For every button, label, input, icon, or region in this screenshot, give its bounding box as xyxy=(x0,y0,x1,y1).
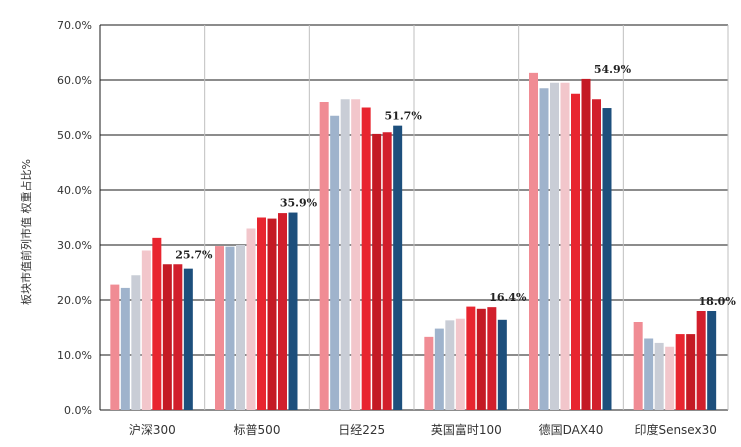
bar xyxy=(539,88,549,410)
bar xyxy=(131,275,141,410)
y-tick-label: 50.0% xyxy=(57,129,92,142)
bar xyxy=(654,342,664,410)
bar xyxy=(236,245,245,410)
bar xyxy=(372,133,382,410)
bar xyxy=(675,334,685,410)
label-layer: 0.0% 10.0% 20.0% 30.0% 40.0% 50.0% 60.0% 70.0% 沪… xyxy=(57,19,736,437)
y-axis-label: 板块市值前列市值 权重占比% xyxy=(19,159,33,305)
bar xyxy=(665,346,675,410)
x-tick-label: 德国DAX40 xyxy=(539,422,604,437)
data-label: 35.9% xyxy=(280,197,318,210)
y-tick-label: 20.0% xyxy=(57,294,92,307)
bar xyxy=(173,264,183,410)
bar xyxy=(633,322,643,410)
bar xyxy=(319,102,329,410)
x-tick-label: 标普500 xyxy=(234,423,281,437)
bar xyxy=(529,72,538,410)
bar xyxy=(110,284,120,410)
data-label: 51.7% xyxy=(385,110,423,123)
y-tick-label: 30.0% xyxy=(57,239,92,252)
grid-layer xyxy=(99,24,729,411)
x-tick-label: 沪深300 xyxy=(129,423,176,437)
bar xyxy=(225,246,235,410)
bar xyxy=(257,217,266,410)
bar xyxy=(497,319,507,410)
bar xyxy=(152,237,162,410)
bar-layer xyxy=(110,72,717,411)
x-tick-label: 印度Sensex30 xyxy=(634,422,716,437)
bar xyxy=(351,99,361,410)
bar xyxy=(424,336,434,410)
bar xyxy=(686,334,696,410)
y-tick-label: 10.0% xyxy=(57,349,92,362)
x-tick-label: 英国富时100 xyxy=(431,422,502,437)
bar xyxy=(361,107,371,410)
bar xyxy=(267,218,277,410)
bar xyxy=(120,287,130,410)
bar xyxy=(550,82,559,410)
y-tick-label: 0.0% xyxy=(64,404,92,417)
bar xyxy=(393,125,403,411)
bar xyxy=(592,99,601,410)
bar xyxy=(487,307,497,410)
x-tick-label: 日经225 xyxy=(338,423,385,437)
data-label: 25.7% xyxy=(175,248,213,261)
bar xyxy=(215,246,224,410)
bar xyxy=(445,320,455,410)
bar xyxy=(162,264,172,410)
bar xyxy=(571,93,580,410)
bar xyxy=(644,338,654,410)
bar xyxy=(330,115,340,410)
bar xyxy=(434,328,444,410)
bar xyxy=(466,306,476,410)
bar xyxy=(183,268,193,410)
bar xyxy=(340,99,350,410)
bar xyxy=(707,311,717,410)
bar xyxy=(246,228,256,410)
bar xyxy=(602,108,612,411)
y-tick-label: 70.0% xyxy=(57,19,92,32)
bar xyxy=(141,250,151,410)
y-tick-label: 60.0% xyxy=(57,74,92,87)
bar xyxy=(288,212,298,410)
bar xyxy=(476,308,486,410)
data-label: 16.4% xyxy=(489,291,527,304)
y-tick-label: 40.0% xyxy=(57,184,92,197)
data-label: 54.9% xyxy=(594,63,632,76)
bar xyxy=(581,78,591,411)
bar xyxy=(560,82,570,410)
bar xyxy=(278,213,287,410)
bar xyxy=(455,318,465,410)
data-label: 18.0% xyxy=(699,295,737,308)
bar xyxy=(696,311,706,410)
bar xyxy=(382,132,392,410)
